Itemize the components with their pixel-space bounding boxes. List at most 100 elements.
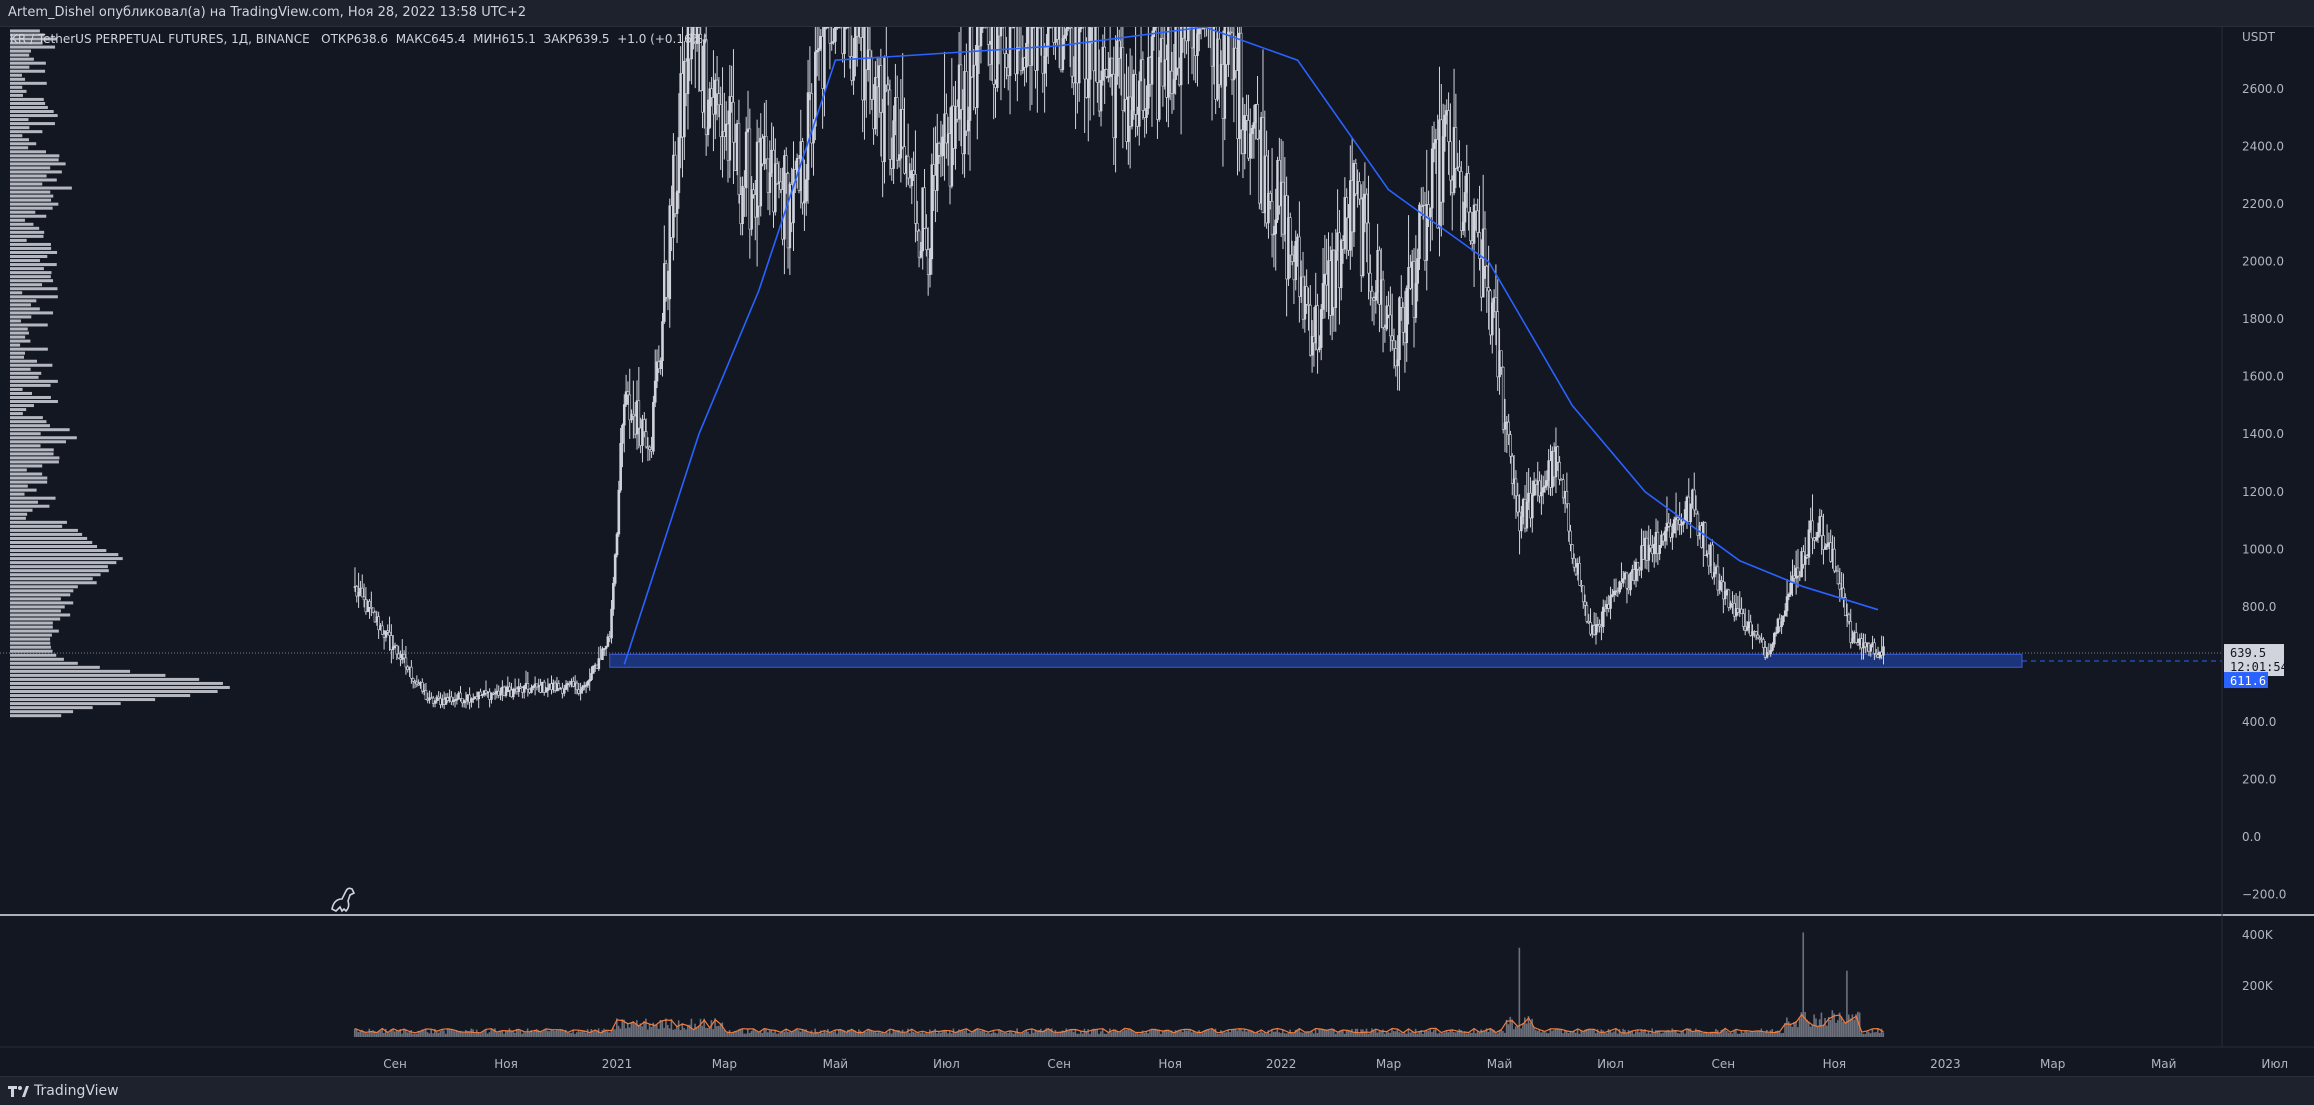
brand-name[interactable]: TradingView (34, 1083, 119, 1099)
candle-body (923, 187, 926, 229)
candle-body (1581, 585, 1585, 603)
candle (508, 682, 511, 697)
candle (1168, 27, 1172, 101)
volume-bar (1083, 1028, 1086, 1037)
candle-body (1816, 532, 1820, 538)
profile-bar (10, 456, 60, 460)
volume-bar (1554, 1028, 1557, 1037)
volume-bar (630, 1022, 633, 1037)
volume-bar (1060, 1032, 1062, 1037)
volume-bar (927, 1033, 929, 1037)
candle-body (697, 27, 701, 35)
symbol-name[interactable]: KR / TetherUS PERPETUAL FUTURES, 1Д, BIN… (10, 32, 310, 46)
price-tick-label: 2400.0 (2242, 140, 2284, 154)
volume-bar (1382, 1029, 1384, 1037)
volume-bar (355, 1029, 358, 1037)
candle (391, 635, 395, 660)
candle-body (626, 391, 630, 396)
candle (1339, 238, 1343, 301)
volume-bar (1238, 1028, 1240, 1037)
volume-bar (1840, 1016, 1843, 1037)
volume-bar (1498, 1030, 1501, 1037)
candle (1663, 526, 1667, 549)
volume-bar (1001, 1032, 1004, 1037)
volume-bar (1123, 1028, 1126, 1037)
candle (930, 153, 934, 275)
candle-body (710, 88, 713, 98)
candle-body (1461, 221, 1465, 231)
volume-bar (727, 1032, 729, 1037)
candle-body (1367, 222, 1370, 274)
candle (1656, 520, 1660, 565)
candle-body (868, 49, 872, 58)
volume-bar (1069, 1029, 1071, 1037)
volume-bar (1007, 1032, 1009, 1037)
volume-bar (1143, 1033, 1146, 1037)
candle-body (1121, 47, 1125, 111)
volume-bar (1172, 1033, 1175, 1037)
profile-bar (10, 49, 31, 53)
candle-body (459, 692, 462, 699)
candle-body (1168, 27, 1172, 72)
volume-bar (1458, 1029, 1461, 1037)
tradingview-logo[interactable] (8, 1083, 30, 1099)
volume-bar (1383, 1033, 1386, 1037)
volume-bar (1465, 1033, 1468, 1037)
profile-bar (10, 400, 58, 404)
candle-body (1469, 211, 1472, 242)
volume-bar (990, 1033, 993, 1037)
candle (986, 27, 990, 67)
candle-body (864, 27, 868, 71)
candle (1769, 643, 1772, 657)
candle-body (1594, 624, 1598, 635)
volume-bar (952, 1028, 955, 1037)
candle (1718, 573, 1722, 595)
volume-bar (1877, 1028, 1879, 1037)
price-chart[interactable]: USDT2600.02400.02200.02000.01800.01600.0… (0, 27, 2314, 1075)
candle (1245, 94, 1248, 131)
profile-bar (10, 508, 33, 512)
candle-body (910, 170, 914, 187)
dino-icon[interactable] (331, 887, 356, 913)
volume-bar (776, 1033, 778, 1037)
candle (1618, 580, 1621, 595)
price-axis[interactable]: USDT2600.02400.02200.02000.01800.01600.0… (2242, 30, 2286, 902)
volume-bar (856, 1033, 858, 1037)
volume-bar (1289, 1029, 1291, 1037)
volume-bar (848, 1030, 851, 1037)
volume-bar (1866, 1031, 1868, 1037)
volume-bar (1201, 1032, 1204, 1037)
volume-bar (1393, 1031, 1395, 1037)
candle-body (912, 170, 915, 175)
volume-bar (1407, 1028, 1410, 1037)
footer-bar: TradingView (0, 1076, 2314, 1105)
time-axis[interactable]: Сен Ноя 2021 Мар Май Июл Сен Ноя 2022 Мар Май Июл Се… (383, 1057, 2288, 1071)
profile-bar (10, 105, 48, 109)
candle-body (1507, 421, 1510, 435)
volume-bar (1867, 1031, 1870, 1037)
candle-body (581, 686, 584, 691)
volume-bar (566, 1033, 569, 1037)
volume-bar (777, 1033, 780, 1037)
candle-body (1310, 336, 1314, 356)
candle-body (945, 113, 948, 144)
candle (664, 259, 668, 302)
candle (1369, 254, 1372, 306)
candle (1541, 475, 1545, 505)
volume-bar (565, 1029, 567, 1037)
candle-body (792, 169, 795, 224)
candle-body (371, 607, 375, 613)
candle (1288, 212, 1292, 279)
candle (1869, 644, 1873, 657)
volume-bar (916, 1033, 918, 1037)
candle (1689, 503, 1692, 539)
candle (1005, 36, 1008, 80)
candle (1649, 529, 1652, 553)
candle (530, 684, 533, 694)
volume-bar (1160, 1033, 1162, 1037)
volume-bar (359, 1031, 362, 1037)
candle-body (355, 586, 359, 597)
volume-bar (1620, 1033, 1623, 1037)
volume-bar (1376, 1032, 1379, 1037)
volume-bar (1278, 1032, 1280, 1037)
